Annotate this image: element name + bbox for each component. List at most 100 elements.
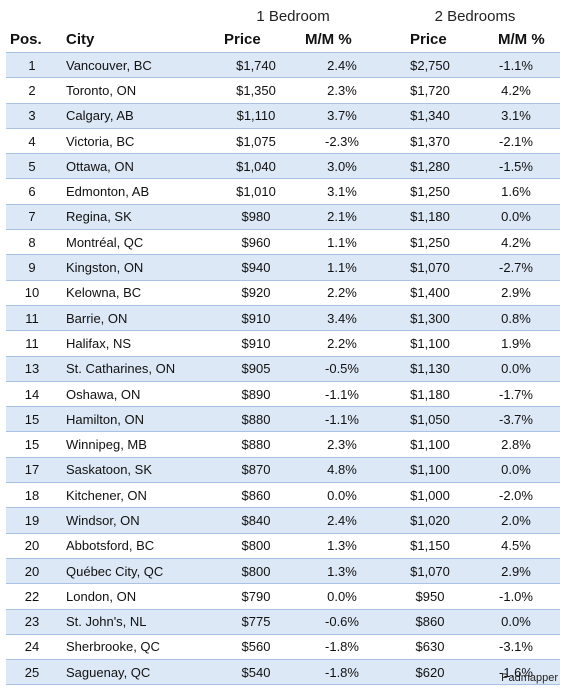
table-row: 24 Sherbrooke, QC $560 -1.8% $630 -3.1% bbox=[6, 633, 560, 661]
cell-change-1br: 4.8% bbox=[296, 456, 388, 484]
cell-change-2br: 2.8% bbox=[472, 431, 560, 458]
cell-change-1br: 3.1% bbox=[296, 178, 388, 205]
cell-price-2br: $1,100 bbox=[388, 456, 472, 484]
table-row: 1 Vancouver, BC $1,740 2.4% $2,750 -1.1% bbox=[6, 51, 560, 79]
cell-city: Victoria, BC bbox=[58, 127, 216, 155]
cell-price-1br: $800 bbox=[216, 532, 296, 559]
cell-price-1br: $905 bbox=[216, 355, 296, 382]
cell-price-1br: $880 bbox=[216, 431, 296, 458]
cell-price-1br: $940 bbox=[216, 254, 296, 281]
cell-city: St. Catharines, ON bbox=[58, 355, 216, 382]
col-header-price-2br: Price bbox=[410, 31, 447, 48]
table-row: 10 Kelowna, BC $920 2.2% $1,400 2.9% bbox=[6, 279, 560, 306]
cell-position: 22 bbox=[6, 583, 58, 610]
cell-city: Edmonton, AB bbox=[58, 178, 216, 205]
cell-change-1br: 1.3% bbox=[296, 532, 388, 559]
col-header-pos: Pos. bbox=[10, 31, 42, 48]
cell-change-2br: 2.9% bbox=[472, 279, 560, 306]
cell-price-1br: $800 bbox=[216, 557, 296, 585]
cell-price-1br: $860 bbox=[216, 482, 296, 509]
cell-position: 17 bbox=[6, 456, 58, 484]
cell-position: 9 bbox=[6, 254, 58, 281]
cell-change-2br: 4.5% bbox=[472, 532, 560, 559]
table-row: 5 Ottawa, ON $1,040 3.0% $1,280 -1.5% bbox=[6, 153, 560, 180]
cell-change-1br: 2.3% bbox=[296, 431, 388, 458]
cell-city: Windsor, ON bbox=[58, 507, 216, 534]
cell-price-2br: $1,720 bbox=[388, 77, 472, 104]
cell-change-1br: -2.3% bbox=[296, 127, 388, 155]
cell-position: 13 bbox=[6, 355, 58, 382]
table-row: 4 Victoria, BC $1,075 -2.3% $1,370 -2.1% bbox=[6, 127, 560, 155]
cell-city: Toronto, ON bbox=[58, 77, 216, 104]
rent-table: 1 Vancouver, BC $1,740 2.4% $2,750 -1.1% 2 Toro… bbox=[6, 51, 560, 686]
cell-change-2br: 4.2% bbox=[472, 77, 560, 104]
cell-price-2br: $1,180 bbox=[388, 203, 472, 231]
cell-change-2br: 2.0% bbox=[472, 507, 560, 534]
cell-price-1br: $910 bbox=[216, 330, 296, 357]
cell-price-1br: $1,040 bbox=[216, 153, 296, 180]
cell-position: 14 bbox=[6, 380, 58, 408]
cell-change-1br: 2.2% bbox=[296, 330, 388, 357]
table-row: 18 Kitchener, ON $860 0.0% $1,000 -2.0% bbox=[6, 482, 560, 509]
cell-price-2br: $950 bbox=[388, 583, 472, 610]
cell-change-2br: 0.0% bbox=[472, 355, 560, 382]
cell-change-1br: -0.6% bbox=[296, 608, 388, 635]
cell-position: 15 bbox=[6, 406, 58, 433]
cell-change-2br: 3.1% bbox=[472, 102, 560, 129]
cell-change-2br: 1.6% bbox=[472, 178, 560, 205]
table-row: 20 Abbotsford, BC $800 1.3% $1,150 4.5% bbox=[6, 532, 560, 559]
cell-change-2br: 0.0% bbox=[472, 203, 560, 231]
cell-change-2br: -3.7% bbox=[472, 406, 560, 433]
cell-change-1br: 1.3% bbox=[296, 557, 388, 585]
cell-position: 18 bbox=[6, 482, 58, 509]
cell-price-2br: $860 bbox=[388, 608, 472, 635]
cell-price-2br: $1,280 bbox=[388, 153, 472, 180]
cell-change-1br: 2.2% bbox=[296, 279, 388, 306]
cell-city: Saskatoon, SK bbox=[58, 456, 216, 484]
cell-city: Vancouver, BC bbox=[58, 51, 216, 79]
cell-change-2br: 0.8% bbox=[472, 304, 560, 332]
col-header-price-1br: Price bbox=[224, 31, 261, 48]
col-header-city: City bbox=[66, 31, 95, 48]
cell-price-2br: $1,070 bbox=[388, 254, 472, 281]
table-row: 20 Québec City, QC $800 1.3% $1,070 2.9% bbox=[6, 557, 560, 585]
cell-price-2br: $1,340 bbox=[388, 102, 472, 129]
cell-price-2br: $2,750 bbox=[388, 51, 472, 79]
cell-change-1br: -1.1% bbox=[296, 406, 388, 433]
cell-city: Winnipeg, MB bbox=[58, 431, 216, 458]
rent-table-body: 1 Vancouver, BC $1,740 2.4% $2,750 -1.1% 2 Toro… bbox=[6, 51, 560, 686]
table-row: 11 Halifax, NS $910 2.2% $1,100 1.9% bbox=[6, 330, 560, 357]
cell-change-1br: 3.0% bbox=[296, 153, 388, 180]
cell-price-1br: $870 bbox=[216, 456, 296, 484]
cell-price-2br: $620 bbox=[388, 659, 472, 686]
cell-change-1br: 2.4% bbox=[296, 51, 388, 79]
cell-city: Hamilton, ON bbox=[58, 406, 216, 433]
cell-price-2br: $1,250 bbox=[388, 178, 472, 205]
cell-change-1br: 2.3% bbox=[296, 77, 388, 104]
cell-position: 3 bbox=[6, 102, 58, 129]
cell-price-2br: $1,130 bbox=[388, 355, 472, 382]
cell-change-2br: -3.1% bbox=[472, 633, 560, 661]
table-row: 2 Toronto, ON $1,350 2.3% $1,720 4.2% bbox=[6, 77, 560, 104]
cell-city: Kingston, ON bbox=[58, 254, 216, 281]
cell-change-1br: 3.7% bbox=[296, 102, 388, 129]
cell-position: 24 bbox=[6, 633, 58, 661]
cell-city: Sherbrooke, QC bbox=[58, 633, 216, 661]
table-row: 8 Montréal, QC $960 1.1% $1,250 4.2% bbox=[6, 229, 560, 256]
cell-position: 6 bbox=[6, 178, 58, 205]
cell-city: Regina, SK bbox=[58, 203, 216, 231]
cell-price-2br: $1,100 bbox=[388, 431, 472, 458]
cell-price-1br: $920 bbox=[216, 279, 296, 306]
cell-position: 10 bbox=[6, 279, 58, 306]
cell-price-1br: $890 bbox=[216, 380, 296, 408]
cell-price-1br: $790 bbox=[216, 583, 296, 610]
cell-change-1br: -0.5% bbox=[296, 355, 388, 382]
cell-price-1br: $840 bbox=[216, 507, 296, 534]
column-headers: Pos. City Price M/M % Price M/M % bbox=[6, 31, 560, 51]
cell-city: London, ON bbox=[58, 583, 216, 610]
cell-change-2br: 1.9% bbox=[472, 330, 560, 357]
cell-price-1br: $910 bbox=[216, 304, 296, 332]
cell-position: 19 bbox=[6, 507, 58, 534]
cell-position: 25 bbox=[6, 659, 58, 686]
cell-price-2br: $1,250 bbox=[388, 229, 472, 256]
